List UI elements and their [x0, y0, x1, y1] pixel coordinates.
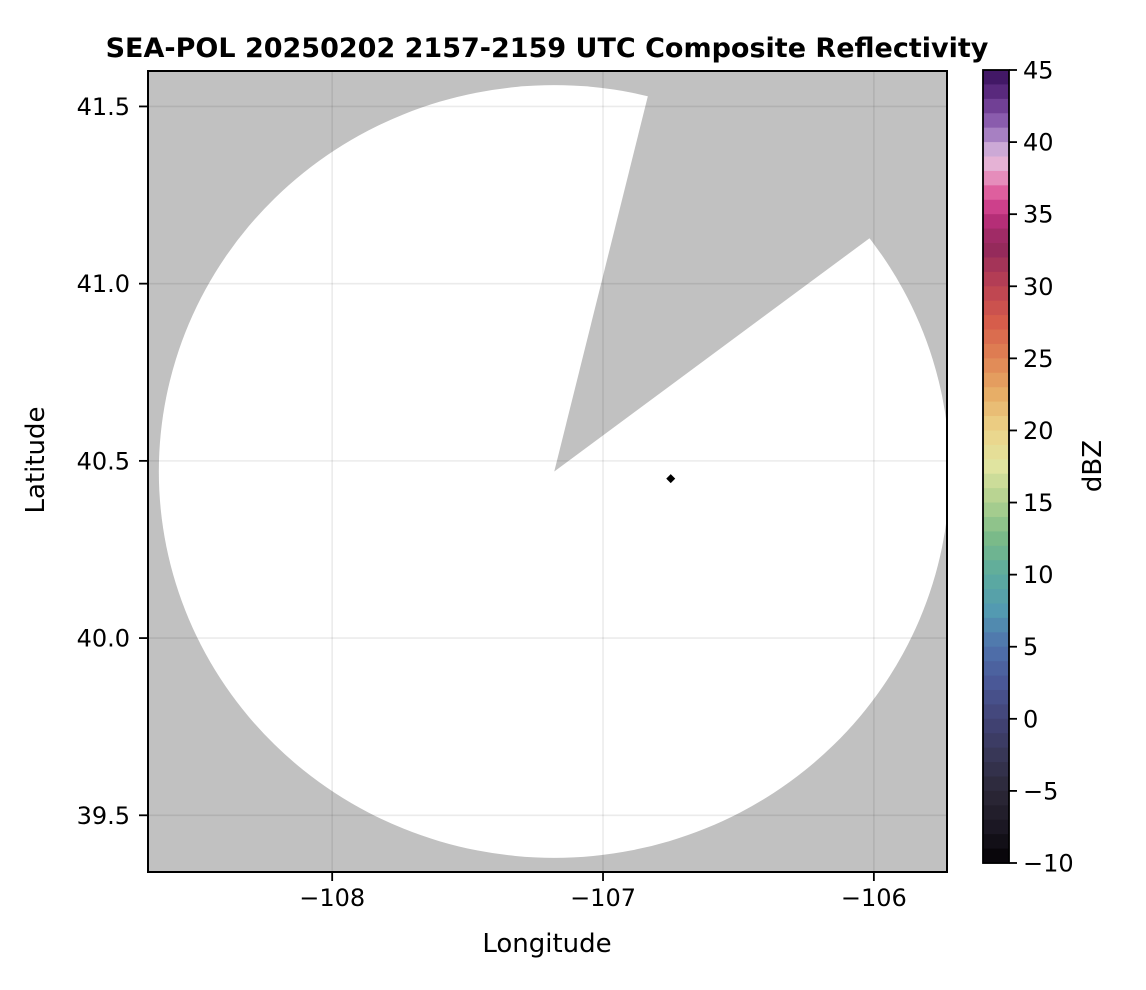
chart-title: SEA-POL 20250202 2157-2159 UTC Composite… — [106, 33, 989, 64]
colorbar-band — [983, 300, 1009, 316]
colorbar — [982, 69, 1017, 864]
colorbar-band — [983, 387, 1009, 403]
colorbar-band — [983, 848, 1009, 864]
colorbar-band — [983, 228, 1009, 244]
colorbar-band — [983, 127, 1009, 143]
colorbar-band — [983, 589, 1009, 605]
colorbar-band — [983, 819, 1009, 835]
colorbar-band — [983, 704, 1009, 720]
colorbar-band — [983, 98, 1009, 114]
y-tick-label: 40.0 — [77, 625, 130, 653]
colorbar-tick-label: 30 — [1023, 273, 1054, 301]
colorbar-band — [983, 286, 1009, 302]
colorbar-band — [983, 488, 1009, 504]
colorbar-band — [983, 315, 1009, 331]
colorbar-band — [983, 170, 1009, 187]
colorbar-band — [983, 661, 1009, 677]
colorbar-tick-label: −10 — [1023, 850, 1074, 878]
colorbar-band — [983, 271, 1009, 287]
blocked-sector-wedge — [554, 71, 947, 472]
colorbar-band — [983, 531, 1009, 547]
colorbar-tick-label: 25 — [1023, 345, 1054, 373]
colorbar-band — [983, 343, 1009, 360]
colorbar-band — [983, 790, 1009, 807]
colorbar-band — [983, 214, 1009, 230]
colorbar-tick-label: 45 — [1023, 57, 1054, 85]
colorbar-band — [983, 257, 1009, 273]
y-tick-label: 41.0 — [77, 270, 130, 298]
colorbar-band — [983, 358, 1009, 374]
colorbar-band — [983, 646, 1009, 662]
plot-clip-group — [148, 71, 947, 872]
colorbar-band — [983, 113, 1009, 129]
colorbar-band — [983, 473, 1009, 489]
colorbar-band — [983, 617, 1009, 634]
colorbar-band — [983, 733, 1009, 749]
colorbar-tick-label: 40 — [1023, 129, 1054, 157]
colorbar-band — [983, 185, 1009, 201]
x-tick-label: −108 — [299, 884, 365, 912]
colorbar-band — [983, 401, 1009, 417]
colorbar-band — [983, 70, 1009, 86]
colorbar-band — [983, 632, 1009, 648]
colorbar-band — [983, 329, 1009, 345]
colorbar-band — [983, 243, 1009, 259]
colorbar-band — [983, 84, 1009, 100]
colorbar-band — [983, 574, 1009, 590]
colorbar-band — [983, 156, 1009, 172]
colorbar-band — [983, 762, 1009, 778]
colorbar-band — [983, 805, 1009, 821]
x-axis-label: Longitude — [482, 929, 611, 959]
colorbar-band — [983, 545, 1009, 561]
colorbar-tick-label: 35 — [1023, 201, 1054, 229]
colorbar-band — [983, 689, 1009, 706]
colorbar-label: dBZ — [1078, 440, 1108, 492]
site-marker — [666, 474, 676, 484]
colorbar-band — [983, 142, 1009, 158]
colorbar-band — [983, 430, 1009, 446]
colorbar-tick-label: 20 — [1023, 417, 1054, 445]
colorbar-tick-label: 5 — [1023, 633, 1038, 661]
colorbar-band — [983, 718, 1009, 734]
colorbar-band — [983, 834, 1009, 850]
axes-spines — [147, 70, 948, 873]
colorbar-band — [983, 502, 1009, 518]
colorbar-tick-label: −5 — [1023, 777, 1058, 805]
colorbar-band — [983, 416, 1009, 432]
colorbar-band — [983, 747, 1009, 763]
colorbar-band — [983, 372, 1009, 388]
colorbar-outline — [982, 69, 1010, 864]
y-axis-label: Latitude — [21, 406, 51, 513]
x-tick-label: −107 — [570, 884, 636, 912]
x-tick-label: −106 — [841, 884, 907, 912]
y-tick-label: 39.5 — [77, 802, 130, 830]
colorbar-tick-label: 0 — [1023, 705, 1038, 733]
y-tick-label: 41.5 — [77, 93, 130, 121]
colorbar-band — [983, 560, 1009, 576]
colorbar-band — [983, 776, 1009, 792]
colorbar-band — [983, 675, 1009, 691]
colorbar-band — [983, 603, 1009, 619]
colorbar-band — [983, 459, 1009, 475]
colorbar-band — [983, 199, 1009, 215]
colorbar-tick-label: 10 — [1023, 561, 1054, 589]
y-tick-label: 40.5 — [77, 447, 130, 475]
colorbar-band — [983, 516, 1009, 533]
colorbar-tick-label: 15 — [1023, 489, 1054, 517]
colorbar-band — [983, 444, 1009, 460]
